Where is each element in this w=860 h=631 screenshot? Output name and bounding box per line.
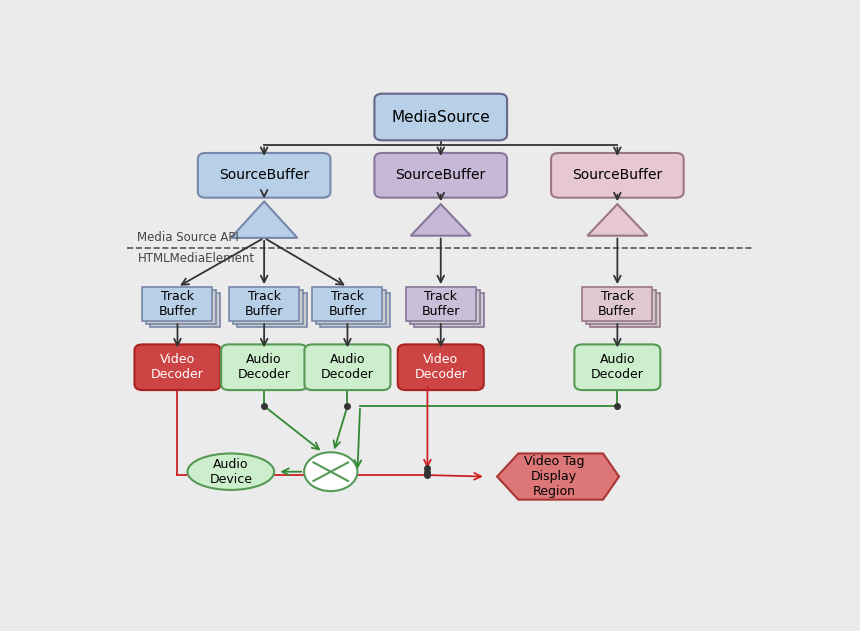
- FancyBboxPatch shape: [374, 93, 507, 140]
- FancyBboxPatch shape: [406, 287, 476, 321]
- FancyBboxPatch shape: [143, 287, 212, 321]
- FancyBboxPatch shape: [198, 153, 330, 198]
- Text: MediaSource: MediaSource: [391, 110, 490, 124]
- FancyBboxPatch shape: [233, 290, 303, 324]
- Text: Audio
Device: Audio Device: [209, 457, 252, 486]
- FancyBboxPatch shape: [590, 293, 660, 327]
- FancyBboxPatch shape: [551, 153, 684, 198]
- FancyBboxPatch shape: [221, 345, 307, 390]
- Text: Video Tag
Display
Region: Video Tag Display Region: [524, 455, 584, 498]
- FancyBboxPatch shape: [316, 290, 386, 324]
- Text: Track
Buffer: Track Buffer: [599, 290, 636, 318]
- Polygon shape: [411, 204, 470, 236]
- Text: Track
Buffer: Track Buffer: [329, 290, 366, 318]
- FancyBboxPatch shape: [150, 293, 220, 327]
- FancyBboxPatch shape: [409, 290, 480, 324]
- FancyBboxPatch shape: [582, 287, 653, 321]
- Text: HTMLMediaElement: HTMLMediaElement: [138, 252, 255, 265]
- FancyBboxPatch shape: [146, 290, 217, 324]
- Text: Audio
Decoder: Audio Decoder: [591, 353, 644, 381]
- Text: Audio
Decoder: Audio Decoder: [321, 353, 374, 381]
- FancyBboxPatch shape: [414, 293, 483, 327]
- FancyBboxPatch shape: [304, 345, 390, 390]
- FancyBboxPatch shape: [374, 153, 507, 198]
- Text: Video
Decoder: Video Decoder: [415, 353, 467, 381]
- Text: Track
Buffer: Track Buffer: [158, 290, 197, 318]
- Text: Audio
Decoder: Audio Decoder: [237, 353, 291, 381]
- FancyBboxPatch shape: [574, 345, 660, 390]
- Text: Media Source API: Media Source API: [138, 231, 239, 244]
- Text: SourceBuffer: SourceBuffer: [219, 168, 310, 182]
- Text: Video
Decoder: Video Decoder: [151, 353, 204, 381]
- FancyBboxPatch shape: [321, 293, 390, 327]
- FancyBboxPatch shape: [134, 345, 220, 390]
- Text: Track
Buffer: Track Buffer: [245, 290, 283, 318]
- Text: Track
Buffer: Track Buffer: [421, 290, 460, 318]
- FancyBboxPatch shape: [587, 290, 656, 324]
- Polygon shape: [230, 201, 298, 238]
- Text: SourceBuffer: SourceBuffer: [572, 168, 662, 182]
- FancyBboxPatch shape: [312, 287, 383, 321]
- FancyBboxPatch shape: [398, 345, 483, 390]
- Ellipse shape: [187, 454, 274, 490]
- Polygon shape: [497, 454, 619, 500]
- Text: SourceBuffer: SourceBuffer: [396, 168, 486, 182]
- Polygon shape: [587, 204, 648, 236]
- FancyBboxPatch shape: [229, 287, 299, 321]
- FancyBboxPatch shape: [237, 293, 307, 327]
- Circle shape: [304, 452, 358, 491]
